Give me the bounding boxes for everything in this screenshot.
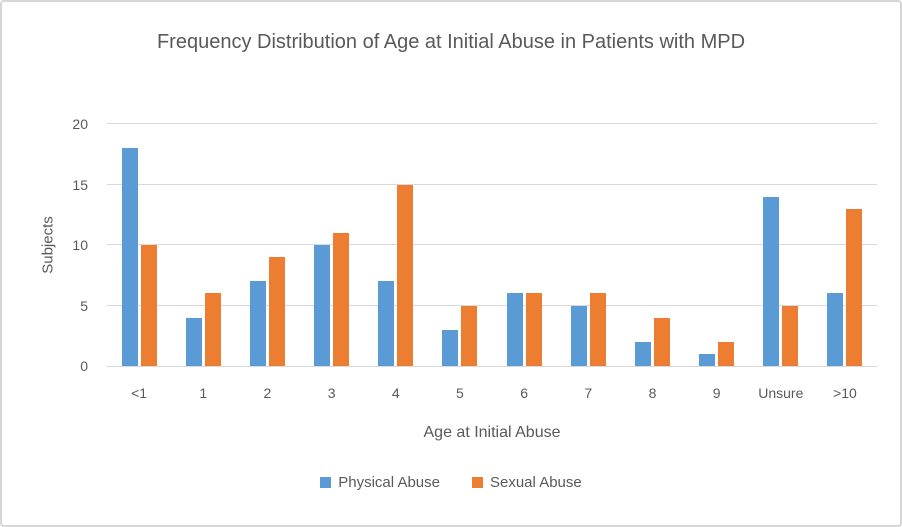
x-axis-title: Age at Initial Abuse	[423, 424, 561, 441]
x-tick-label: 1	[199, 385, 208, 401]
legend-label: Sexual Abuse	[489, 474, 582, 491]
bar-physical-abuse-1	[185, 317, 202, 366]
bar-group->10	[813, 124, 877, 366]
bar-group-7	[556, 124, 620, 366]
legend: Physical Abuse Sexual Abuse	[2, 474, 900, 491]
bar-group-unsure	[749, 124, 813, 366]
bar-sexual-abuse-7	[589, 293, 606, 366]
bar-physical-abuse-3	[314, 245, 331, 366]
bar-sexual-abuse-8	[653, 317, 670, 366]
bar-sexual-abuse->10	[846, 208, 863, 366]
legend-label: Physical Abuse	[338, 474, 440, 491]
bar-sexual-abuse-<1	[140, 245, 157, 366]
y-tick-label: 20	[72, 116, 88, 132]
legend-item-sexual-abuse: Sexual Abuse	[471, 474, 582, 491]
bar-sexual-abuse-4	[397, 184, 414, 366]
bar-group-<1	[107, 124, 171, 366]
bar-sexual-abuse-unsure	[782, 305, 799, 366]
bar-groups	[107, 124, 877, 366]
y-tick-label: 5	[80, 297, 88, 314]
x-tick-label: 4	[391, 385, 400, 401]
y-tick-label: 10	[72, 237, 88, 253]
x-tick-label: 9	[712, 385, 721, 401]
bar-sexual-abuse-3	[333, 232, 350, 366]
bar-physical-abuse->10	[827, 293, 844, 366]
y-tick-label: 0	[80, 358, 88, 374]
bar-physical-abuse-2	[249, 281, 266, 366]
chart-title: Frequency Distribution of Age at Initial…	[2, 27, 900, 58]
bar-group-6	[492, 124, 556, 366]
bar-group-1	[171, 124, 235, 366]
bar-group-9	[685, 124, 749, 366]
gridline	[107, 123, 877, 124]
bar-group-5	[428, 124, 492, 366]
gridline	[107, 244, 877, 245]
chart-title-text: Frequency Distribution of Age at Initial…	[156, 31, 746, 53]
y-axis-ticks: 0 5 10 15 20	[42, 116, 88, 374]
legend-swatch-icon	[471, 477, 483, 488]
legend-swatch-icon	[320, 477, 332, 488]
bar-group-2	[235, 124, 299, 366]
x-tick-label: <1	[131, 385, 148, 401]
x-tick-label: 7	[584, 385, 593, 401]
bar-sexual-abuse-6	[525, 293, 542, 366]
x-tick-label: 6	[520, 385, 529, 401]
y-tick-label: 15	[72, 176, 88, 193]
bar-physical-abuse-5	[442, 329, 459, 366]
bar-sexual-abuse-2	[268, 257, 285, 366]
bar-physical-abuse-4	[378, 281, 395, 366]
bar-physical-abuse-7	[570, 305, 587, 366]
x-tick-label: 8	[648, 385, 657, 401]
x-tick-label: 3	[327, 385, 336, 401]
x-tick-label: 5	[456, 385, 464, 401]
plot-area	[107, 123, 877, 367]
bar-physical-abuse-<1	[121, 148, 138, 366]
bar-group-8	[620, 124, 684, 366]
x-tick-label: >10	[833, 385, 857, 401]
x-tick-label: 2	[263, 385, 272, 401]
bar-group-3	[300, 124, 364, 366]
bar-physical-abuse-6	[506, 293, 523, 366]
legend-item-physical-abuse: Physical Abuse	[320, 474, 440, 491]
bar-sexual-abuse-5	[461, 305, 478, 366]
bar-physical-abuse-9	[699, 353, 716, 366]
gridline	[107, 183, 877, 185]
gridline	[107, 304, 877, 306]
bar-sexual-abuse-9	[718, 341, 735, 366]
bar-group-4	[364, 124, 428, 366]
bar-physical-abuse-8	[634, 341, 651, 366]
x-tick-label: Unsure	[758, 385, 804, 401]
bar-physical-abuse-unsure	[763, 196, 780, 366]
bar-sexual-abuse-1	[204, 293, 221, 366]
x-axis-labels: <1 1 2 3 4 5 6 7 8 9 Unsure >10	[107, 383, 877, 403]
